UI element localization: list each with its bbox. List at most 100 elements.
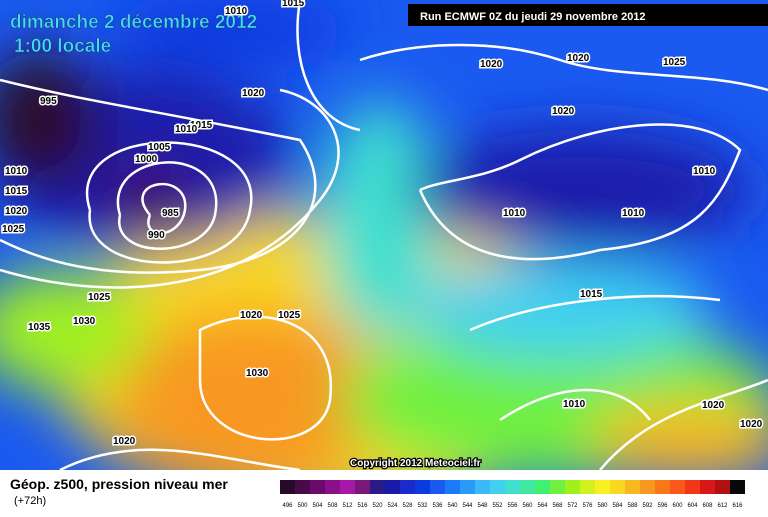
- footer-title: Géop. z500, pression niveau mer: [10, 476, 228, 492]
- scale-swatch: [310, 480, 325, 494]
- scale-label: 608: [702, 503, 713, 509]
- isobar-label: 1010: [5, 166, 28, 177]
- isobar-label: 1015: [190, 120, 213, 131]
- scale-swatch: [340, 480, 355, 494]
- scale-label: 568: [552, 503, 563, 509]
- isobar-label: 1015: [5, 186, 28, 197]
- isobar-label: 1000: [135, 154, 158, 165]
- scale-label: 584: [612, 503, 623, 509]
- scale-swatch: [595, 480, 610, 494]
- scale-label: 524: [387, 503, 398, 509]
- scale-label: 516: [357, 503, 368, 509]
- time: 1:00 locale: [14, 36, 111, 57]
- scale-label: 540: [447, 503, 458, 509]
- scale-label: 592: [642, 503, 653, 509]
- scale-label: 528: [402, 503, 413, 509]
- scale-label: 596: [657, 503, 668, 509]
- scale-label: 600: [672, 503, 683, 509]
- scale-swatch: [730, 480, 745, 494]
- scale-swatch: [700, 480, 715, 494]
- scale-swatch: [385, 480, 400, 494]
- scale-swatch: [400, 480, 415, 494]
- scale-label: 504: [312, 503, 323, 509]
- scale-label: 560: [522, 503, 533, 509]
- scale-label: 612: [717, 503, 728, 509]
- isobar-label: 1010: [563, 399, 586, 410]
- isobar-label: 1020: [740, 419, 763, 430]
- isobar-label: 1025: [663, 57, 686, 68]
- date: dimanche 2 décembre 2012: [10, 12, 257, 33]
- scale-swatch: [685, 480, 700, 494]
- scale-swatch: [460, 480, 475, 494]
- scale-swatch: [520, 480, 535, 494]
- isobar-label: 1025: [2, 224, 25, 235]
- isobar-label: 1020: [567, 53, 590, 64]
- scale-swatch: [325, 480, 340, 494]
- scale-swatch: [355, 480, 370, 494]
- scale-swatch: [535, 480, 550, 494]
- scale-swatch: [295, 480, 310, 494]
- isobar-label: 985: [162, 208, 179, 219]
- scale-swatch: [415, 480, 430, 494]
- isobar-label: 1035: [28, 322, 51, 333]
- scale-swatch: [505, 480, 520, 494]
- scale-swatch: [280, 480, 295, 494]
- isobar-label: 1010: [503, 208, 526, 219]
- scale-label: 520: [372, 503, 383, 509]
- isobar-label: 1025: [88, 292, 111, 303]
- footer-lead: (+72h): [14, 495, 46, 507]
- scale-label: 576: [582, 503, 593, 509]
- isobar-label: 1020: [480, 59, 503, 70]
- scale-swatch: [625, 480, 640, 494]
- scale-label: 616: [732, 503, 743, 509]
- isobar-label: 1015: [580, 289, 603, 300]
- scale-label: 544: [462, 503, 473, 509]
- isobar-label: 1010: [175, 124, 198, 135]
- isobar-label: 1020: [5, 206, 28, 217]
- scale-swatch: [565, 480, 580, 494]
- isobar-label: 1005: [148, 142, 171, 153]
- scale-label: 588: [627, 503, 638, 509]
- scale-label: 572: [567, 503, 578, 509]
- isobar-label: 1020: [113, 436, 136, 447]
- isobar-label: 995: [40, 96, 57, 107]
- scale-swatch: [475, 480, 490, 494]
- scale-label: 556: [507, 503, 518, 509]
- scale-label: 548: [477, 503, 488, 509]
- scale-label: 536: [432, 503, 443, 509]
- scale-swatch: [670, 480, 685, 494]
- scale-label: 580: [597, 503, 608, 509]
- scale-label: 508: [327, 503, 338, 509]
- isobar-label: 990: [148, 230, 165, 241]
- scale-swatch: [370, 480, 385, 494]
- scale-swatch: [610, 480, 625, 494]
- scale-swatch: [715, 480, 730, 494]
- scale-label: 604: [687, 503, 698, 509]
- scale-label: 496: [282, 503, 293, 509]
- scale-swatch: [430, 480, 445, 494]
- scale-swatch: [640, 480, 655, 494]
- scale-label: 532: [417, 503, 428, 509]
- isobar-label: 1010: [225, 6, 248, 17]
- scale-swatch: [655, 480, 670, 494]
- scale-label: 564: [537, 503, 548, 509]
- isobar-label: 1020: [242, 88, 265, 99]
- isobar-label: 1015: [282, 0, 305, 9]
- isobar-label: 1030: [73, 316, 96, 327]
- scale-swatch: [580, 480, 595, 494]
- isobar-label: 1020: [552, 106, 575, 117]
- copyright: Copyright 2012 Meteociel.fr: [350, 458, 481, 469]
- scale-label: 552: [492, 503, 503, 509]
- isobar-label: 1025: [278, 310, 301, 321]
- run: Run ECMWF 0Z du jeudi 29 novembre 2012: [420, 11, 646, 23]
- isobar-label: 1030: [246, 368, 269, 379]
- isobar-label: 1020: [702, 400, 725, 411]
- isobar-label: 1010: [693, 166, 716, 177]
- scale-swatch: [490, 480, 505, 494]
- scale-label: 500: [297, 503, 308, 509]
- isobar-label: 1010: [622, 208, 645, 219]
- scale-label: 512: [342, 503, 353, 509]
- scale-swatch: [550, 480, 565, 494]
